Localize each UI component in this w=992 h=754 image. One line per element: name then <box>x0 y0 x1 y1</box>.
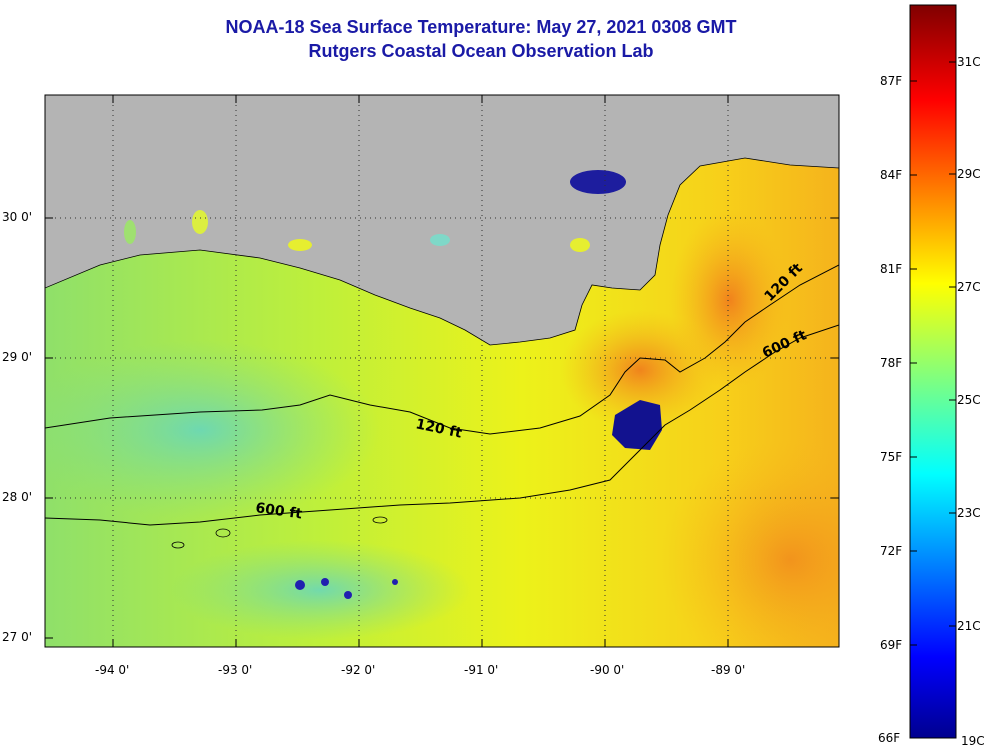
colorbar-celsius-label: 27C <box>957 280 981 294</box>
longitude-label: -90 0' <box>590 663 625 677</box>
longitude-label: -91 0' <box>464 663 499 677</box>
colorbar-fahrenheit-label: 69F <box>880 638 903 652</box>
frame-ticks <box>45 95 839 647</box>
cold-spot <box>392 579 398 585</box>
latitude-label: 30 0' <box>2 210 33 224</box>
inland-lake <box>570 238 590 252</box>
map-panel <box>45 95 839 647</box>
colorbar-celsius-label: 25C <box>957 393 981 407</box>
inland-lake <box>124 220 136 244</box>
colorbar-fahrenheit-label: 81F <box>880 262 903 276</box>
colorbar-celsius-label: 23C <box>957 506 981 520</box>
cold-spot <box>295 580 305 590</box>
southeast-warm-water <box>660 440 839 647</box>
latitude-label: 28 0' <box>2 490 33 504</box>
colorbar-celsius-label: 31C <box>957 55 981 69</box>
colorbar-celsius-label: 21C <box>957 619 981 633</box>
inland-lake <box>288 239 312 251</box>
isobath-600ft <box>45 324 839 526</box>
cool-water-patch <box>45 340 380 520</box>
isobath-closed-contour <box>171 541 185 549</box>
longitude-label: -94 0' <box>95 663 130 677</box>
colorbar-fahrenheit-label: 87F <box>880 74 903 88</box>
isobath-label: 600 ft <box>254 500 303 522</box>
colorbar-fahrenheit-label: 84F <box>880 168 903 182</box>
latitude-label: 29 0' <box>2 350 33 364</box>
colorbar-fahrenheit-label: 75F <box>880 450 903 464</box>
land-mass <box>45 95 839 346</box>
east-warm-band <box>670 210 790 390</box>
lake-pontchartrain <box>570 170 626 194</box>
cool-water-patch-south <box>170 540 470 640</box>
inland-lake <box>192 210 208 234</box>
map-frame <box>44 94 840 648</box>
colorbar-ticks <box>910 61 956 646</box>
cold-patch-delta <box>612 400 662 450</box>
colorbar-fahrenheit-label: 66F <box>878 731 901 745</box>
longitude-label: -89 0' <box>711 663 746 677</box>
map-subtitle: Rutgers Coastal Ocean Observation Lab <box>308 41 654 61</box>
colorbar-celsius-label: 29C <box>957 167 981 181</box>
map-title: NOAA-18 Sea Surface Temperature: May 27,… <box>225 17 737 37</box>
isobath-closed-contour <box>215 528 231 538</box>
latitude-label: 27 0' <box>2 630 33 644</box>
isobath-closed-contour <box>372 516 388 524</box>
graticule <box>45 95 839 647</box>
colorbar <box>909 4 957 739</box>
cold-spot <box>321 578 329 586</box>
cold-spot <box>344 591 352 599</box>
longitude-label: -92 0' <box>341 663 376 677</box>
isobath-120ft <box>45 264 839 435</box>
inland-lake <box>430 234 450 246</box>
colorbar-celsius-label: 19C <box>961 734 985 748</box>
colorbar-fahrenheit-label: 78F <box>880 356 903 370</box>
longitude-label: -93 0' <box>218 663 253 677</box>
colorbar-fahrenheit-label: 72F <box>880 544 903 558</box>
